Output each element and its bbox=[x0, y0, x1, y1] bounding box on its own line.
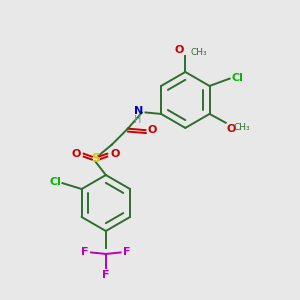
Text: O: O bbox=[148, 124, 157, 134]
Text: F: F bbox=[81, 247, 89, 257]
Text: O: O bbox=[110, 149, 119, 159]
Text: F: F bbox=[123, 247, 130, 257]
Text: N: N bbox=[134, 106, 143, 116]
Text: CH₃: CH₃ bbox=[233, 123, 250, 132]
Text: Cl: Cl bbox=[49, 177, 61, 187]
Text: CH₃: CH₃ bbox=[190, 48, 207, 57]
Text: O: O bbox=[175, 45, 184, 55]
Text: S: S bbox=[91, 152, 100, 165]
Text: F: F bbox=[102, 270, 110, 280]
Text: O: O bbox=[226, 124, 236, 134]
Text: H: H bbox=[134, 116, 142, 125]
Text: Cl: Cl bbox=[231, 73, 243, 83]
Text: O: O bbox=[71, 149, 81, 159]
